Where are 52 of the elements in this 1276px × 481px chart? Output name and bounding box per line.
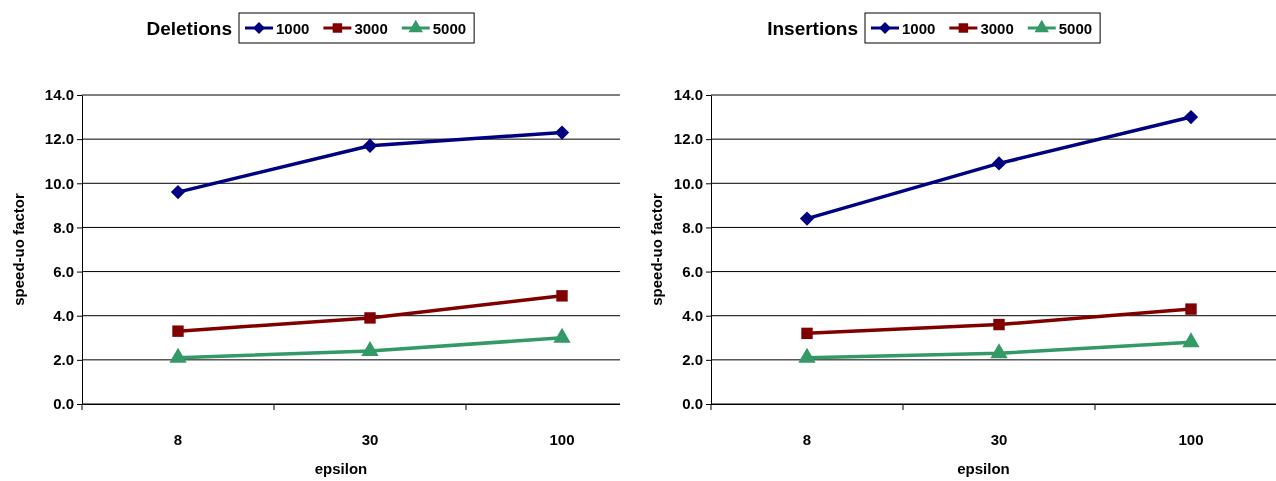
y-tick-label: 0.0 xyxy=(682,395,703,413)
y-tick-label: 6.0 xyxy=(682,262,703,280)
legend-label: 5000 xyxy=(432,20,467,37)
point xyxy=(1185,303,1197,315)
legend-label: 3000 xyxy=(354,20,388,37)
y-tick-label: 10.0 xyxy=(44,174,74,192)
y-tick-label: 6.0 xyxy=(53,262,74,280)
y-tick-label: 12.0 xyxy=(44,130,74,148)
y-tick-label: 2.0 xyxy=(53,351,74,369)
x-tick-label: 8 xyxy=(173,430,183,448)
y-tick-label: 14.0 xyxy=(44,86,74,104)
x-tick-label: 100 xyxy=(549,430,575,448)
y-axis-title: speed-uo factor xyxy=(648,193,665,306)
y-tick-label: 4.0 xyxy=(53,307,74,325)
point xyxy=(993,318,1005,331)
x-axis-title: epsilon xyxy=(957,460,1010,477)
x-tick-label: 30 xyxy=(990,430,1008,448)
x-tick-label: 100 xyxy=(1178,430,1204,448)
y-tick-label: 2.0 xyxy=(682,351,703,369)
chart-title: Insertions xyxy=(767,18,858,39)
y-tick-label: 4.0 xyxy=(682,307,703,325)
point xyxy=(799,211,815,226)
point xyxy=(364,312,376,324)
x-tick-label: 8 xyxy=(802,430,812,448)
point xyxy=(556,290,568,302)
legend-label: 1000 xyxy=(902,20,936,37)
point xyxy=(172,325,184,337)
legend-label: 3000 xyxy=(980,20,1014,37)
point xyxy=(169,347,187,363)
point xyxy=(1183,109,1199,125)
x-tick-label: 30 xyxy=(361,430,379,448)
point xyxy=(554,125,570,140)
point xyxy=(362,138,378,153)
chart-title: Deletions xyxy=(146,18,232,39)
y-tick-label: 8.0 xyxy=(53,218,74,236)
point xyxy=(170,184,186,200)
legend-label: 1000 xyxy=(276,20,310,37)
point xyxy=(1182,332,1200,348)
y-tick-label: 0.0 xyxy=(53,395,74,413)
point xyxy=(798,347,816,363)
legend-label: 5000 xyxy=(1058,20,1093,37)
y-tick-label: 14.0 xyxy=(673,86,703,104)
y-tick-label: 10.0 xyxy=(673,174,703,192)
y-axis-title: speed-uo factor xyxy=(10,193,27,306)
point xyxy=(991,156,1007,171)
point xyxy=(990,343,1008,359)
x-axis-title: epsilon xyxy=(314,460,368,477)
point xyxy=(553,327,571,343)
y-tick-label: 12.0 xyxy=(673,130,703,148)
point xyxy=(801,327,813,340)
y-tick-label: 8.0 xyxy=(682,218,703,236)
point xyxy=(361,341,379,357)
